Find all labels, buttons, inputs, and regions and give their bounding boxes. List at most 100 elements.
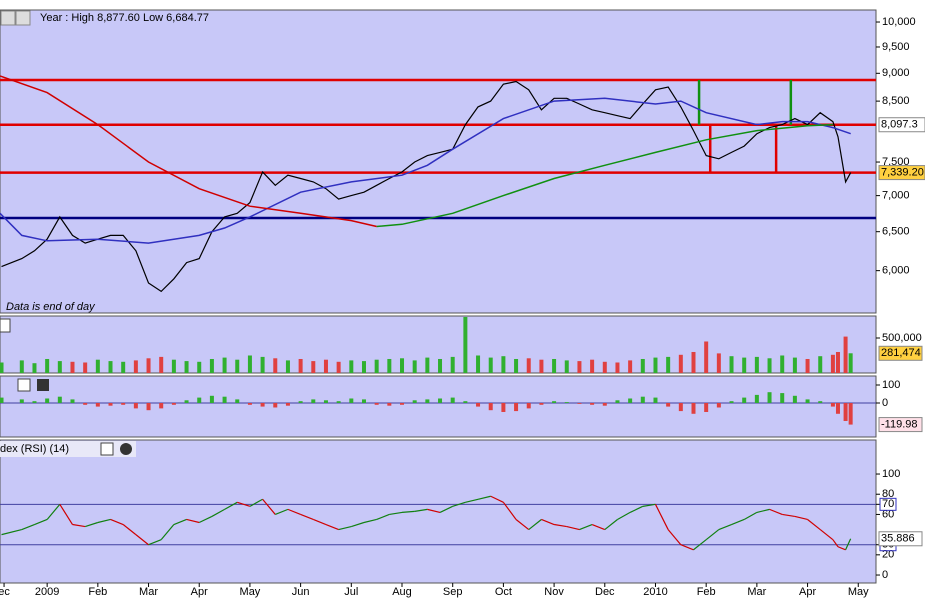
- bar: [590, 359, 595, 373]
- bar: [260, 402, 265, 407]
- bar: [273, 358, 278, 373]
- y-tick-label: 80: [882, 488, 894, 500]
- close-button[interactable]: [0, 318, 11, 333]
- level-label: 7,339.20: [881, 166, 924, 178]
- scroll-down-button[interactable]: [15, 10, 31, 26]
- bar: [70, 399, 75, 403]
- rsi-segment: [262, 498, 276, 515]
- bar: [805, 358, 810, 373]
- bar: [526, 402, 531, 409]
- rsi-segment: [591, 523, 606, 531]
- y-tick-label: 70: [882, 498, 894, 510]
- bar: [83, 362, 88, 373]
- bar: [387, 402, 392, 406]
- bar: [564, 360, 569, 373]
- bar: [374, 359, 379, 373]
- moving-average: [376, 123, 833, 228]
- bar: [374, 402, 379, 405]
- bar: [285, 360, 290, 373]
- window-button[interactable]: [100, 442, 114, 456]
- rsi-segment: [439, 505, 453, 513]
- bar: [57, 396, 62, 403]
- price-title: Year : High 8,877.60 Low 6,684.77: [40, 12, 209, 24]
- price-panel: [0, 9, 877, 314]
- x-tick-label: Jul: [344, 586, 358, 598]
- bar: [45, 358, 50, 373]
- rsi-segment: [427, 508, 441, 513]
- y-tick-label: 500,000: [882, 332, 922, 344]
- bar: [146, 402, 151, 411]
- rsi-segment: [110, 518, 124, 526]
- rsi-segment: [617, 511, 631, 521]
- close-button[interactable]: [120, 443, 132, 455]
- rsi-segment: [477, 495, 491, 500]
- price-line: [1, 80, 852, 293]
- rsi-segment: [718, 523, 732, 531]
- window-button[interactable]: [17, 378, 31, 392]
- rsi-segment: [21, 523, 35, 531]
- bar: [463, 401, 468, 403]
- bar: [247, 402, 252, 405]
- rsi-segment: [553, 523, 567, 528]
- bar: [19, 360, 24, 373]
- bar: [400, 358, 405, 373]
- scroll-up-button[interactable]: [0, 10, 16, 26]
- bar: [835, 402, 840, 414]
- bar: [0, 362, 4, 373]
- bar: [564, 402, 569, 403]
- rsi-segment: [186, 518, 200, 524]
- bar: [488, 402, 493, 411]
- bar: [32, 363, 37, 373]
- bar: [539, 402, 544, 405]
- rsi-segment: [667, 529, 682, 546]
- x-tick-label: Nov: [544, 586, 564, 598]
- bar: [171, 402, 176, 405]
- bar: [184, 400, 189, 403]
- close-button[interactable]: [37, 379, 49, 391]
- rsi-segment: [414, 508, 428, 512]
- bar: [412, 360, 417, 373]
- bar: [83, 402, 88, 405]
- rsi-segment: [325, 523, 339, 531]
- bar: [666, 402, 671, 407]
- bar: [577, 361, 582, 373]
- bar: [792, 395, 797, 403]
- rsi-segment: [566, 525, 580, 531]
- y-tick-label: 60: [882, 508, 894, 520]
- rsi-segment: [756, 508, 770, 513]
- bar: [95, 402, 100, 407]
- rsi-segment: [629, 505, 644, 513]
- bar: [197, 397, 202, 403]
- last-value-label: -119.98: [881, 418, 918, 430]
- bar: [438, 398, 443, 403]
- bar: [501, 356, 506, 373]
- bar: [501, 402, 506, 412]
- rsi-segment: [528, 519, 542, 531]
- bar: [438, 358, 443, 373]
- last-value-label: 281,474: [881, 347, 921, 359]
- rsi-segment: [338, 525, 352, 531]
- bar: [835, 351, 840, 373]
- x-tick-label: 2010: [643, 586, 667, 598]
- bar: [476, 355, 481, 373]
- bar: [514, 358, 519, 373]
- bar: [818, 356, 823, 373]
- rsi-segment: [46, 503, 61, 520]
- rsi-title: dex (RSI) (14): [0, 443, 69, 455]
- y-tick-label: 6,000: [882, 265, 910, 277]
- bar: [121, 361, 126, 373]
- bar: [848, 402, 853, 425]
- rsi-segment: [72, 523, 86, 528]
- bar: [628, 360, 633, 373]
- bar: [742, 397, 747, 403]
- rsi-segment: [845, 538, 852, 551]
- bar: [729, 401, 734, 403]
- bar: [95, 359, 100, 373]
- rsi-segment: [782, 513, 795, 518]
- y-tick-label: 6,500: [882, 226, 910, 238]
- rsi-segment: [173, 518, 187, 526]
- bar: [514, 402, 519, 412]
- y-tick-label: 9,500: [882, 41, 910, 53]
- rsi-segment: [275, 508, 289, 515]
- x-tick-label: Apr: [799, 586, 816, 598]
